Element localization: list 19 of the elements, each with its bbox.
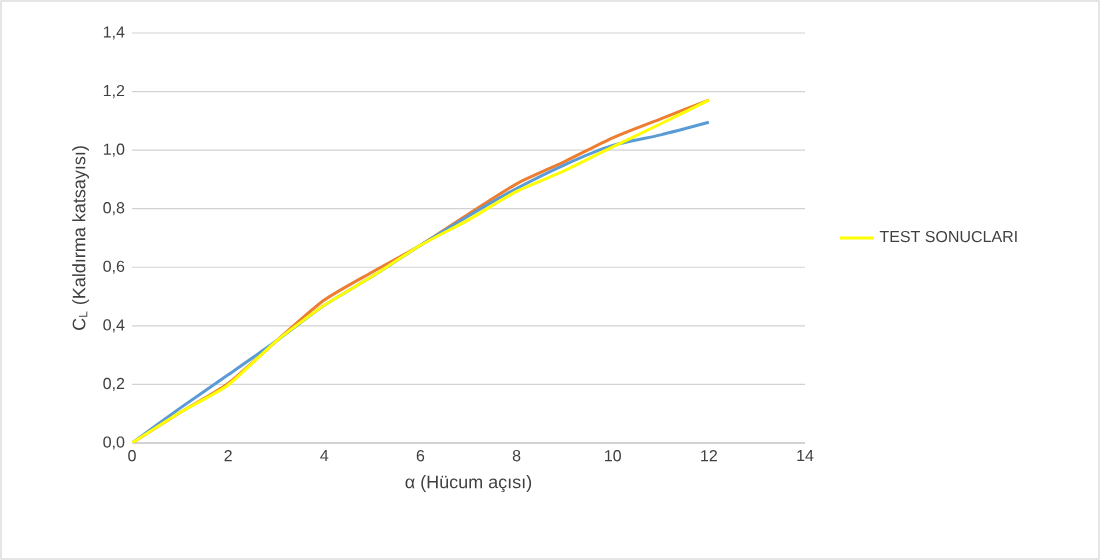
x-tick-label: 4: [320, 450, 329, 462]
y-tick-label: 0,8: [103, 202, 125, 216]
x-tick-label: 2: [224, 450, 232, 462]
x-tick-label: 12: [701, 450, 717, 462]
x-tick-label: 10: [605, 450, 621, 462]
x-axis-title: α (Hücum açısı): [405, 475, 532, 492]
y-tick-label: 0,6: [103, 260, 125, 274]
y-tick-label: 1,0: [103, 143, 125, 157]
legend-label: TEST SONUCLARI: [879, 230, 1017, 243]
y-tick-label: 1,4: [103, 26, 125, 40]
x-tick-label: 6: [416, 450, 425, 462]
y-tick-label: 0,2: [103, 377, 125, 392]
x-tick-label: 0: [128, 450, 136, 462]
x-tick-label: 8: [512, 450, 521, 462]
y-tick-label: 0,4: [103, 319, 125, 333]
y-axis-title: C$_{L}$ (Kaldırma katsayısı): [72, 146, 89, 330]
x-tick-label: 14: [797, 450, 814, 462]
y-tick-label: 0,0: [103, 436, 125, 450]
y-tick-label: 1,2: [103, 84, 125, 99]
